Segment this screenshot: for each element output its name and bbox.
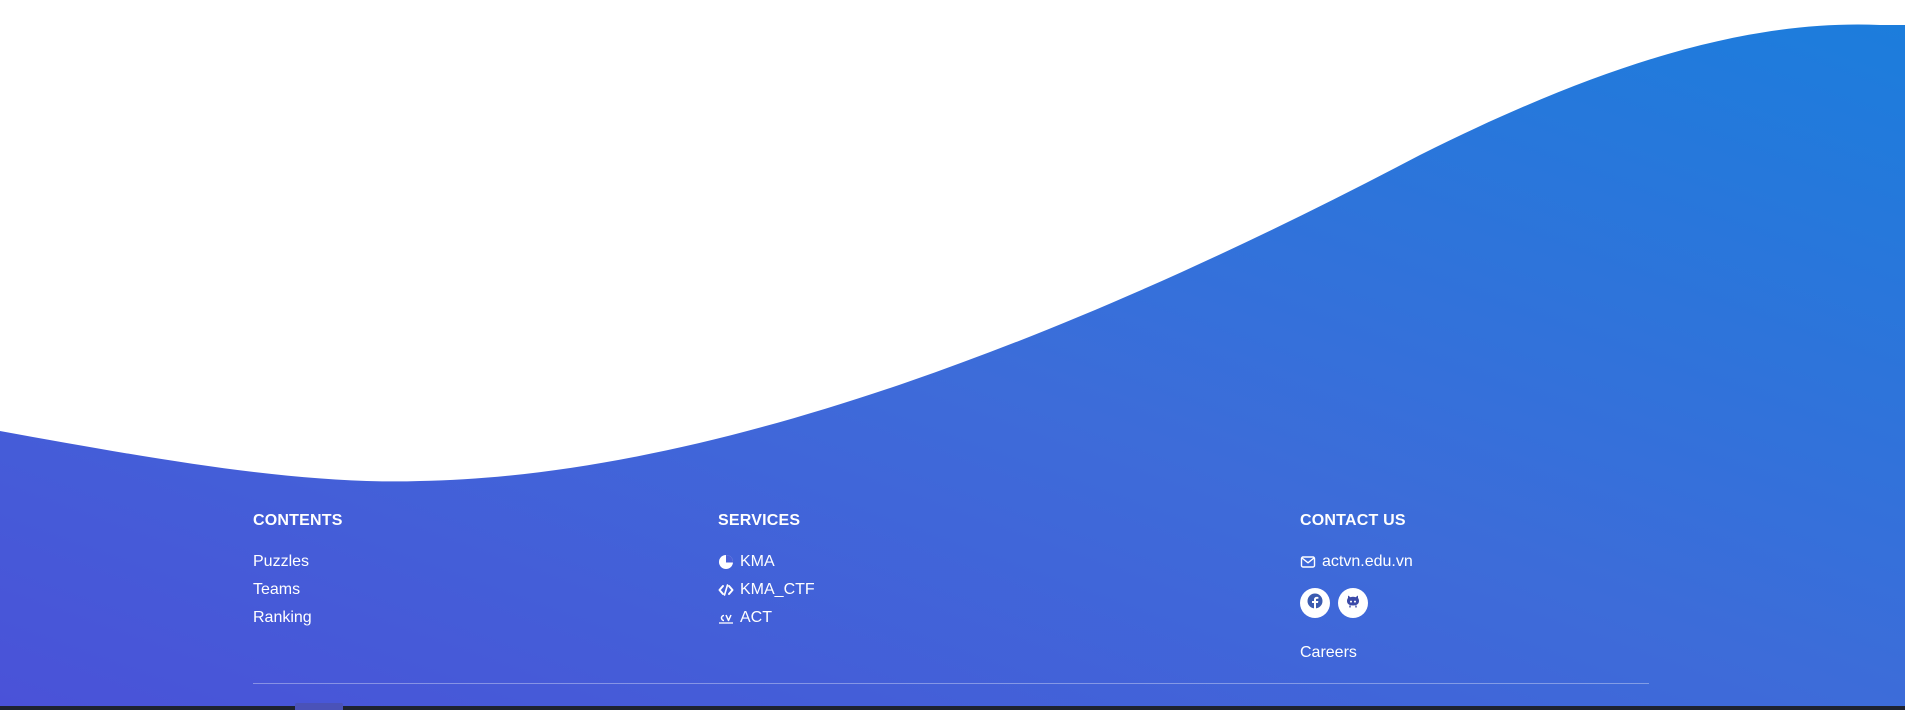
github-icon: [1345, 593, 1361, 614]
list-item: KMA: [718, 548, 815, 576]
contact-title: CONTACT US: [1300, 512, 1406, 529]
puzzles-link[interactable]: Puzzles: [253, 553, 310, 570]
act-label: ACT: [740, 609, 772, 626]
services-column: SERVICES KMA: [718, 510, 815, 632]
kma-label: KMA: [740, 553, 775, 570]
contact-column: CONTACT US actvn.edu.vn: [1300, 510, 1413, 664]
pie-chart-icon: [718, 554, 734, 570]
services-title: SERVICES: [718, 512, 801, 529]
kma-ctf-label: KMA_CTF: [740, 581, 815, 598]
list-item: KMA_CTF: [718, 576, 815, 604]
list-item: Teams: [253, 576, 343, 604]
github-button[interactable]: [1338, 588, 1368, 618]
careers-link-wrapper: Careers: [1300, 642, 1413, 664]
contact-links: actvn.edu.vn: [1300, 548, 1413, 576]
list-item: Puzzles: [253, 548, 343, 576]
list-item: ACT: [718, 604, 815, 632]
teams-link[interactable]: Teams: [253, 581, 301, 598]
social-links: [1300, 588, 1413, 618]
act-link[interactable]: ACT: [718, 604, 772, 632]
kma-ctf-link[interactable]: KMA_CTF: [718, 576, 815, 604]
list-item: actvn.edu.vn: [1300, 548, 1413, 576]
code-icon: [718, 582, 734, 598]
kma-link[interactable]: KMA: [718, 548, 775, 576]
footer-divider: [253, 683, 1649, 684]
careers-link[interactable]: Careers: [1300, 644, 1357, 661]
facebook-icon: [1307, 593, 1323, 614]
bottom-edge-bar: [0, 706, 1905, 710]
services-links: KMA KMA_CTF: [718, 548, 815, 632]
list-item: Ranking: [253, 604, 343, 632]
facebook-button[interactable]: [1300, 588, 1330, 618]
contents-column: CONTENTS Puzzles Teams Ranking: [253, 510, 343, 632]
ranking-link[interactable]: Ranking: [253, 609, 312, 626]
contents-links: Puzzles Teams Ranking: [253, 548, 343, 632]
cv-icon: [718, 610, 734, 626]
email-label: actvn.edu.vn: [1322, 553, 1413, 570]
email-link[interactable]: actvn.edu.vn: [1300, 548, 1413, 576]
contents-title: CONTENTS: [253, 512, 343, 529]
mail-icon: [1300, 554, 1316, 570]
bottom-edge-tab: [295, 703, 343, 710]
